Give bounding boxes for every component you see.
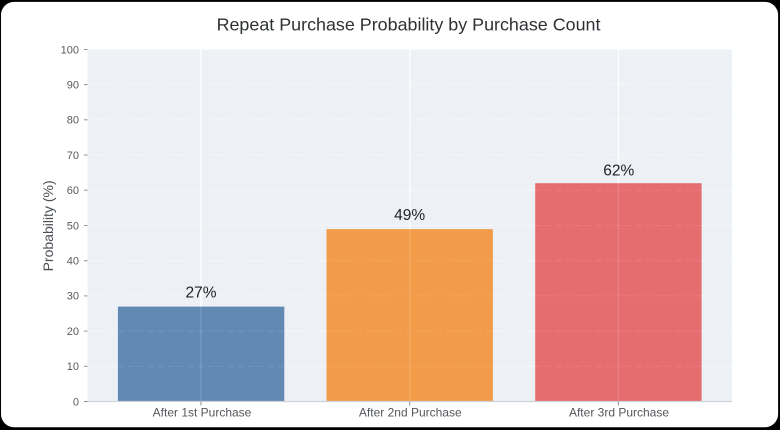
svg-text:40: 40 — [67, 256, 79, 268]
svg-text:70: 70 — [67, 150, 79, 162]
svg-text:27%: 27% — [185, 285, 216, 302]
svg-text:After 3rd Purchase: After 3rd Purchase — [569, 406, 669, 420]
svg-text:30: 30 — [67, 291, 79, 303]
svg-text:90: 90 — [67, 79, 79, 91]
svg-text:62%: 62% — [603, 163, 634, 180]
svg-text:Repeat Purchase Probability by: Repeat Purchase Probability by Purchase … — [217, 14, 601, 34]
svg-text:20: 20 — [67, 326, 79, 338]
svg-text:0: 0 — [73, 396, 79, 408]
svg-text:80: 80 — [67, 115, 79, 127]
svg-text:49%: 49% — [394, 207, 425, 224]
svg-text:10: 10 — [67, 361, 79, 373]
svg-text:100: 100 — [61, 44, 79, 56]
svg-text:60: 60 — [67, 185, 79, 197]
svg-text:After 2nd Purchase: After 2nd Purchase — [359, 406, 462, 420]
svg-text:After 1st Purchase: After 1st Purchase — [153, 406, 252, 420]
svg-text:50: 50 — [67, 220, 79, 232]
svg-text:Probability (%): Probability (%) — [40, 180, 56, 271]
